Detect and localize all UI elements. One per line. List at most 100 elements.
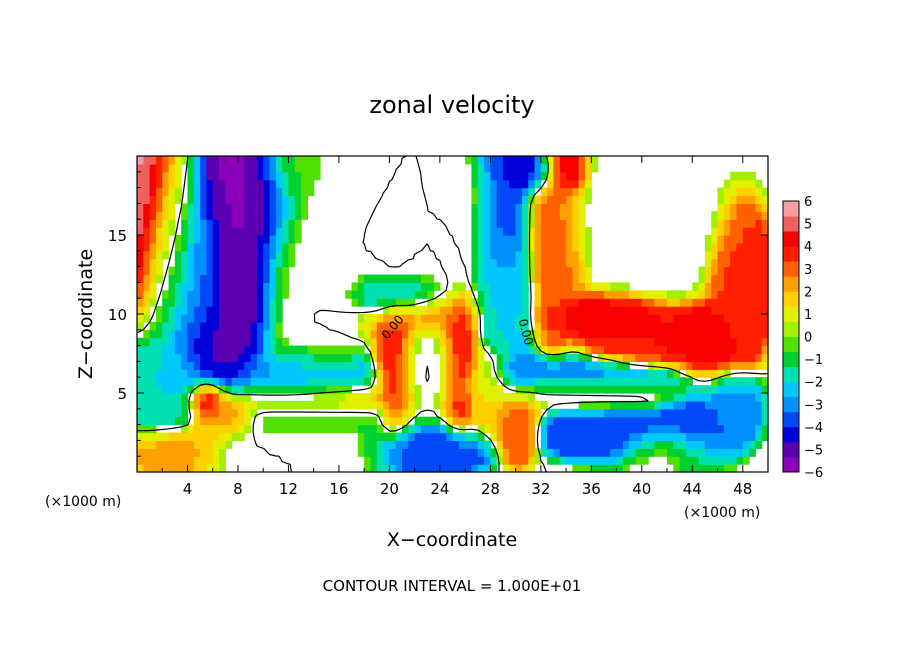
heatmap-cell	[149, 282, 157, 291]
heatmap-cell	[490, 432, 498, 441]
heatmap-cell	[761, 337, 769, 347]
heatmap-cell	[212, 377, 220, 386]
heatmap-cell	[420, 306, 428, 315]
heatmap-cell	[282, 195, 290, 204]
heatmap-cell	[610, 464, 618, 473]
heatmap-cell	[174, 377, 182, 386]
heatmap-cell	[143, 179, 151, 189]
heatmap-cell	[193, 329, 201, 339]
heatmap-cell	[603, 282, 611, 291]
heatmap-cell	[427, 290, 435, 299]
heatmap-cell	[534, 163, 542, 173]
heatmap-cell	[559, 211, 567, 220]
heatmap-cell	[357, 432, 365, 441]
heatmap-cell	[237, 242, 245, 252]
heatmap-cell	[761, 416, 769, 426]
heatmap-cell	[496, 266, 504, 276]
heatmap-cell	[711, 274, 719, 283]
heatmap-cell	[389, 424, 397, 434]
heatmap-cell	[181, 298, 189, 307]
heatmap-cell	[509, 424, 517, 434]
heatmap-cell	[622, 377, 630, 386]
heatmap-cell	[237, 187, 245, 197]
heatmap-cell	[137, 385, 144, 394]
heatmap-cell	[237, 211, 245, 220]
heatmap-cell	[376, 337, 384, 347]
heatmap-cell	[553, 282, 561, 291]
heatmap-cell	[206, 156, 214, 165]
heatmap-cell	[427, 424, 435, 434]
heatmap-cell	[263, 298, 271, 307]
heatmap-cell	[528, 440, 536, 449]
heatmap-cell	[288, 227, 296, 236]
heatmap-cell	[610, 337, 618, 347]
heatmap-cell	[452, 329, 460, 339]
heatmap-cell	[471, 329, 479, 339]
heatmap-cell	[225, 266, 233, 276]
heatmap-cell	[502, 156, 510, 165]
heatmap-cell	[528, 219, 536, 228]
heatmap-cell	[667, 408, 674, 418]
heatmap-cell	[698, 448, 706, 457]
heatmap-cell	[250, 235, 258, 244]
heatmap-cell	[742, 282, 750, 291]
heatmap-cell	[357, 290, 365, 299]
heatmap-cell	[219, 353, 226, 362]
heatmap-cell	[275, 361, 283, 370]
heatmap-cell	[490, 282, 498, 291]
heatmap-cell	[376, 464, 384, 473]
heatmap-cell	[465, 377, 473, 386]
heatmap-cell	[496, 337, 504, 347]
heatmap-cell	[723, 377, 731, 386]
heatmap-cell	[572, 337, 580, 347]
colorbar-swatch	[783, 216, 799, 232]
heatmap-cell	[301, 211, 308, 220]
heatmap-cell	[749, 306, 756, 315]
heatmap-cell	[395, 306, 403, 315]
heatmap-cell	[307, 171, 315, 181]
heatmap-cell	[730, 400, 738, 410]
heatmap-cell	[515, 456, 523, 465]
heatmap-cell	[269, 321, 277, 331]
heatmap-cell	[237, 408, 245, 418]
heatmap-cell	[149, 321, 157, 331]
heatmap-cell	[231, 314, 239, 323]
colorbar-swatch	[783, 291, 799, 307]
heatmap-cell	[414, 464, 422, 473]
heatmap-cell	[566, 211, 573, 220]
heatmap-cell	[275, 211, 283, 220]
heatmap-cell	[484, 408, 491, 418]
heatmap-cell	[395, 353, 403, 362]
heatmap-cell	[206, 298, 214, 307]
x-tick-label: 16	[329, 480, 348, 498]
heatmap-cell	[168, 321, 176, 331]
heatmap-cell	[585, 353, 592, 362]
heatmap-cell	[521, 258, 529, 268]
heatmap-cell	[181, 424, 189, 434]
heatmap-cell	[723, 195, 731, 204]
heatmap-cell	[357, 274, 365, 283]
heatmap-cell	[704, 361, 712, 370]
heatmap-cell	[143, 393, 151, 402]
heatmap-cell	[572, 432, 580, 441]
heatmap-cell	[622, 337, 630, 347]
heatmap-cell	[225, 163, 233, 173]
heatmap-cell	[698, 464, 706, 473]
heatmap-cell	[578, 314, 586, 323]
heatmap-cell	[237, 337, 245, 347]
heatmap-cell	[635, 416, 643, 426]
heatmap-cell	[219, 163, 226, 173]
heatmap-cell	[465, 290, 473, 299]
heatmap-cell	[629, 385, 637, 394]
heatmap-cell	[250, 179, 258, 189]
heatmap-cell	[212, 321, 220, 331]
heatmap-cell	[288, 171, 296, 181]
heatmap-cell	[256, 227, 264, 236]
heatmap-cell	[225, 385, 233, 394]
heatmap-cell	[458, 393, 466, 402]
heatmap-cell	[679, 432, 687, 441]
heatmap-cell	[174, 440, 182, 449]
heatmap-cell	[723, 321, 731, 331]
heatmap-cell	[137, 400, 144, 410]
heatmap-cell	[730, 203, 738, 212]
